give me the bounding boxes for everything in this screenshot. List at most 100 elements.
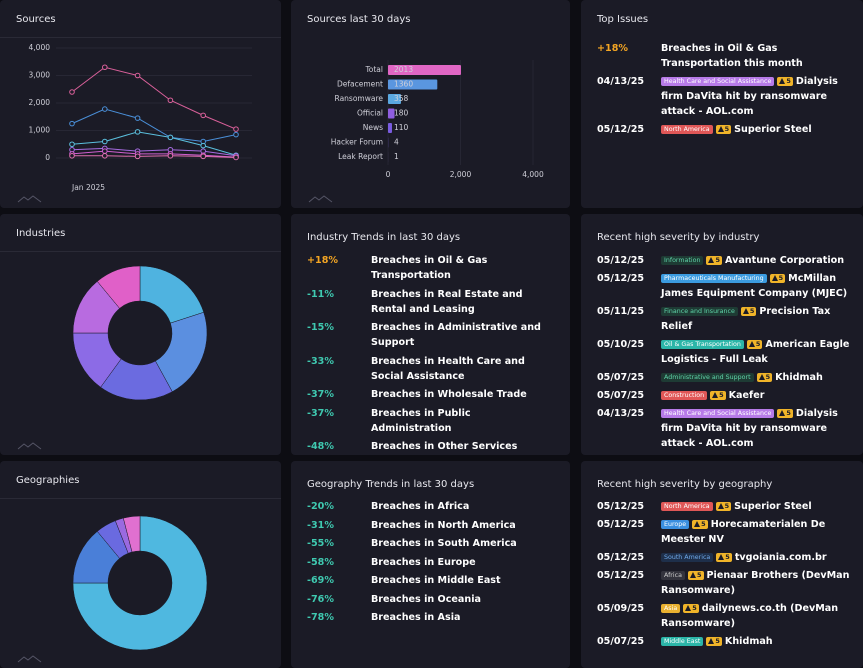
category-label: Ransomware bbox=[335, 94, 384, 103]
value-label: 1360 bbox=[394, 80, 413, 89]
series-line bbox=[72, 155, 237, 158]
issue-text: Superior Steel bbox=[734, 124, 812, 135]
trend-text: Breaches in Middle East bbox=[371, 575, 501, 586]
point bbox=[200, 142, 206, 149]
value-label: 358 bbox=[394, 94, 409, 103]
trend-text: Breaches in Public Administration bbox=[371, 407, 471, 434]
issue-date: 05/09/25 bbox=[597, 603, 645, 614]
category-label: News bbox=[363, 123, 383, 132]
issue-text: dailynews.co.th (DevMan Ransomware) bbox=[661, 603, 839, 629]
point bbox=[134, 115, 141, 121]
issue-row: 05/07/25 Administrative and Support 5 Khidm… bbox=[597, 370, 851, 385]
trend-change: -33% bbox=[307, 355, 334, 367]
x-tick-label: 0 bbox=[386, 170, 391, 179]
issue-body: Information 5 Avantune Corporation bbox=[661, 253, 851, 268]
point bbox=[134, 153, 141, 160]
point bbox=[69, 141, 75, 148]
trend-change: +18% bbox=[307, 255, 339, 266]
x-tick-label: 4,000 bbox=[522, 170, 544, 179]
trend-text: Breaches in Other Services bbox=[371, 441, 518, 452]
trend-text: Breaches in Wholesale Trade bbox=[371, 389, 527, 400]
severity: 5 bbox=[715, 637, 720, 645]
logo bbox=[308, 195, 333, 203]
point bbox=[233, 126, 239, 132]
trend-change: -48% bbox=[307, 441, 334, 452]
issue-date: +18% bbox=[597, 43, 629, 54]
severity: 5 bbox=[715, 256, 720, 264]
issue-body: Pharmaceuticals Manufacturing 5 McMillan J… bbox=[661, 271, 851, 301]
issue-body: Finance and Insurance 5 Precision Tax Reli… bbox=[661, 304, 851, 334]
y-tick-label: 2,000 bbox=[29, 98, 51, 107]
trend-text: Breaches in South America bbox=[371, 538, 517, 549]
issue-text: Dialysis firm DaVita hit by ransomware a… bbox=[661, 76, 838, 117]
severity-badge: 5 bbox=[740, 307, 757, 316]
warning-icon bbox=[708, 637, 715, 644]
point bbox=[200, 112, 206, 119]
issue-body: Health Care and Social Assistance 5 Dialys… bbox=[661, 406, 851, 451]
separator bbox=[0, 37, 281, 38]
x-tick-label: 2,000 bbox=[450, 170, 472, 179]
issue-body: Construction 5 Kaefer bbox=[661, 388, 851, 403]
trend-list: +18% Breaches in Oil & Gas Transportation… bbox=[307, 253, 558, 455]
severity-badge: 5 bbox=[746, 340, 763, 349]
issue-list: +18% Breaches in Oil & Gas Transportation… bbox=[597, 41, 851, 140]
trend-change: -55% bbox=[307, 538, 334, 549]
bar bbox=[388, 123, 392, 133]
tag: Finance and Insurance bbox=[661, 307, 738, 316]
category-label: Total bbox=[364, 65, 383, 74]
category-label: Defacement bbox=[337, 80, 383, 89]
issue-date: 05/07/25 bbox=[597, 636, 645, 647]
tag: Oil & Gas Transportation bbox=[661, 340, 744, 349]
severity: 5 bbox=[778, 274, 784, 282]
point bbox=[134, 72, 141, 79]
severity-badge: 5 bbox=[756, 373, 773, 382]
severity-badge: 5 bbox=[716, 553, 732, 562]
trend-row: -78% Breaches in Asia bbox=[307, 610, 558, 625]
severity: 5 bbox=[749, 307, 755, 315]
tag: Pharmaceuticals Manufacturing bbox=[661, 274, 767, 283]
point bbox=[102, 153, 108, 159]
warning-icon bbox=[717, 502, 724, 509]
value-label: 4 bbox=[394, 138, 399, 147]
geography-trends-panel: Geography Trends in last 30 days -20% Bre… bbox=[291, 461, 570, 668]
point bbox=[69, 153, 75, 159]
trend-list: -20% Breaches in Africa -31% Breaches in No… bbox=[307, 499, 558, 629]
severity: 5 bbox=[696, 571, 702, 579]
issue-date: 05/12/25 bbox=[597, 552, 645, 563]
trend-change: -78% bbox=[307, 612, 334, 623]
trend-text: Breaches in Administrative and Support bbox=[371, 322, 541, 348]
donut-segment bbox=[123, 515, 141, 553]
trend-text: Breaches in Africa bbox=[371, 501, 470, 512]
issue-date: 04/13/25 bbox=[597, 408, 645, 419]
issue-row: 05/12/25 North America 5 Superior Steel bbox=[597, 499, 851, 514]
warning-icon bbox=[758, 373, 765, 380]
series-line bbox=[71, 66, 237, 130]
warning-icon bbox=[717, 125, 724, 132]
tag: Europe bbox=[661, 520, 690, 529]
issue-date: 05/12/25 bbox=[597, 273, 645, 284]
severity: 5 bbox=[692, 604, 697, 612]
separator bbox=[0, 251, 281, 252]
warning-icon bbox=[708, 256, 715, 263]
y-tick-label: 0 bbox=[45, 153, 50, 162]
point bbox=[167, 134, 174, 141]
severity-badge: 5 bbox=[769, 274, 786, 283]
issue-row: 05/12/25 Europe 5 Horecamaterialen De Meest… bbox=[597, 517, 851, 547]
tag: South America bbox=[661, 553, 714, 562]
issue-row: 05/12/25 Africa 5 Pienaar Brothers (DevMan … bbox=[597, 568, 851, 598]
issue-text: Khidmah bbox=[724, 636, 773, 647]
trend-text: Breaches in Asia bbox=[371, 612, 461, 623]
line-chart: 0 1,000 2,000 3,000 4,000 Jan 2025 bbox=[17, 43, 252, 203]
warning-icon bbox=[742, 307, 749, 314]
severity-badge: 5 bbox=[715, 502, 732, 511]
geographies-panel: Geographies bbox=[0, 461, 281, 668]
issue-date: 04/13/25 bbox=[597, 76, 645, 87]
point bbox=[102, 106, 108, 112]
bar bbox=[388, 94, 401, 104]
point bbox=[69, 120, 75, 127]
issue-text: American Eagle Logistics - Full Leak bbox=[661, 339, 850, 365]
panel-title: Recent high severity by geography bbox=[597, 479, 773, 490]
point bbox=[233, 154, 239, 161]
issue-body: Health Care and Social Assistance 5 Dialys… bbox=[661, 74, 851, 119]
warning-icon bbox=[779, 409, 786, 416]
